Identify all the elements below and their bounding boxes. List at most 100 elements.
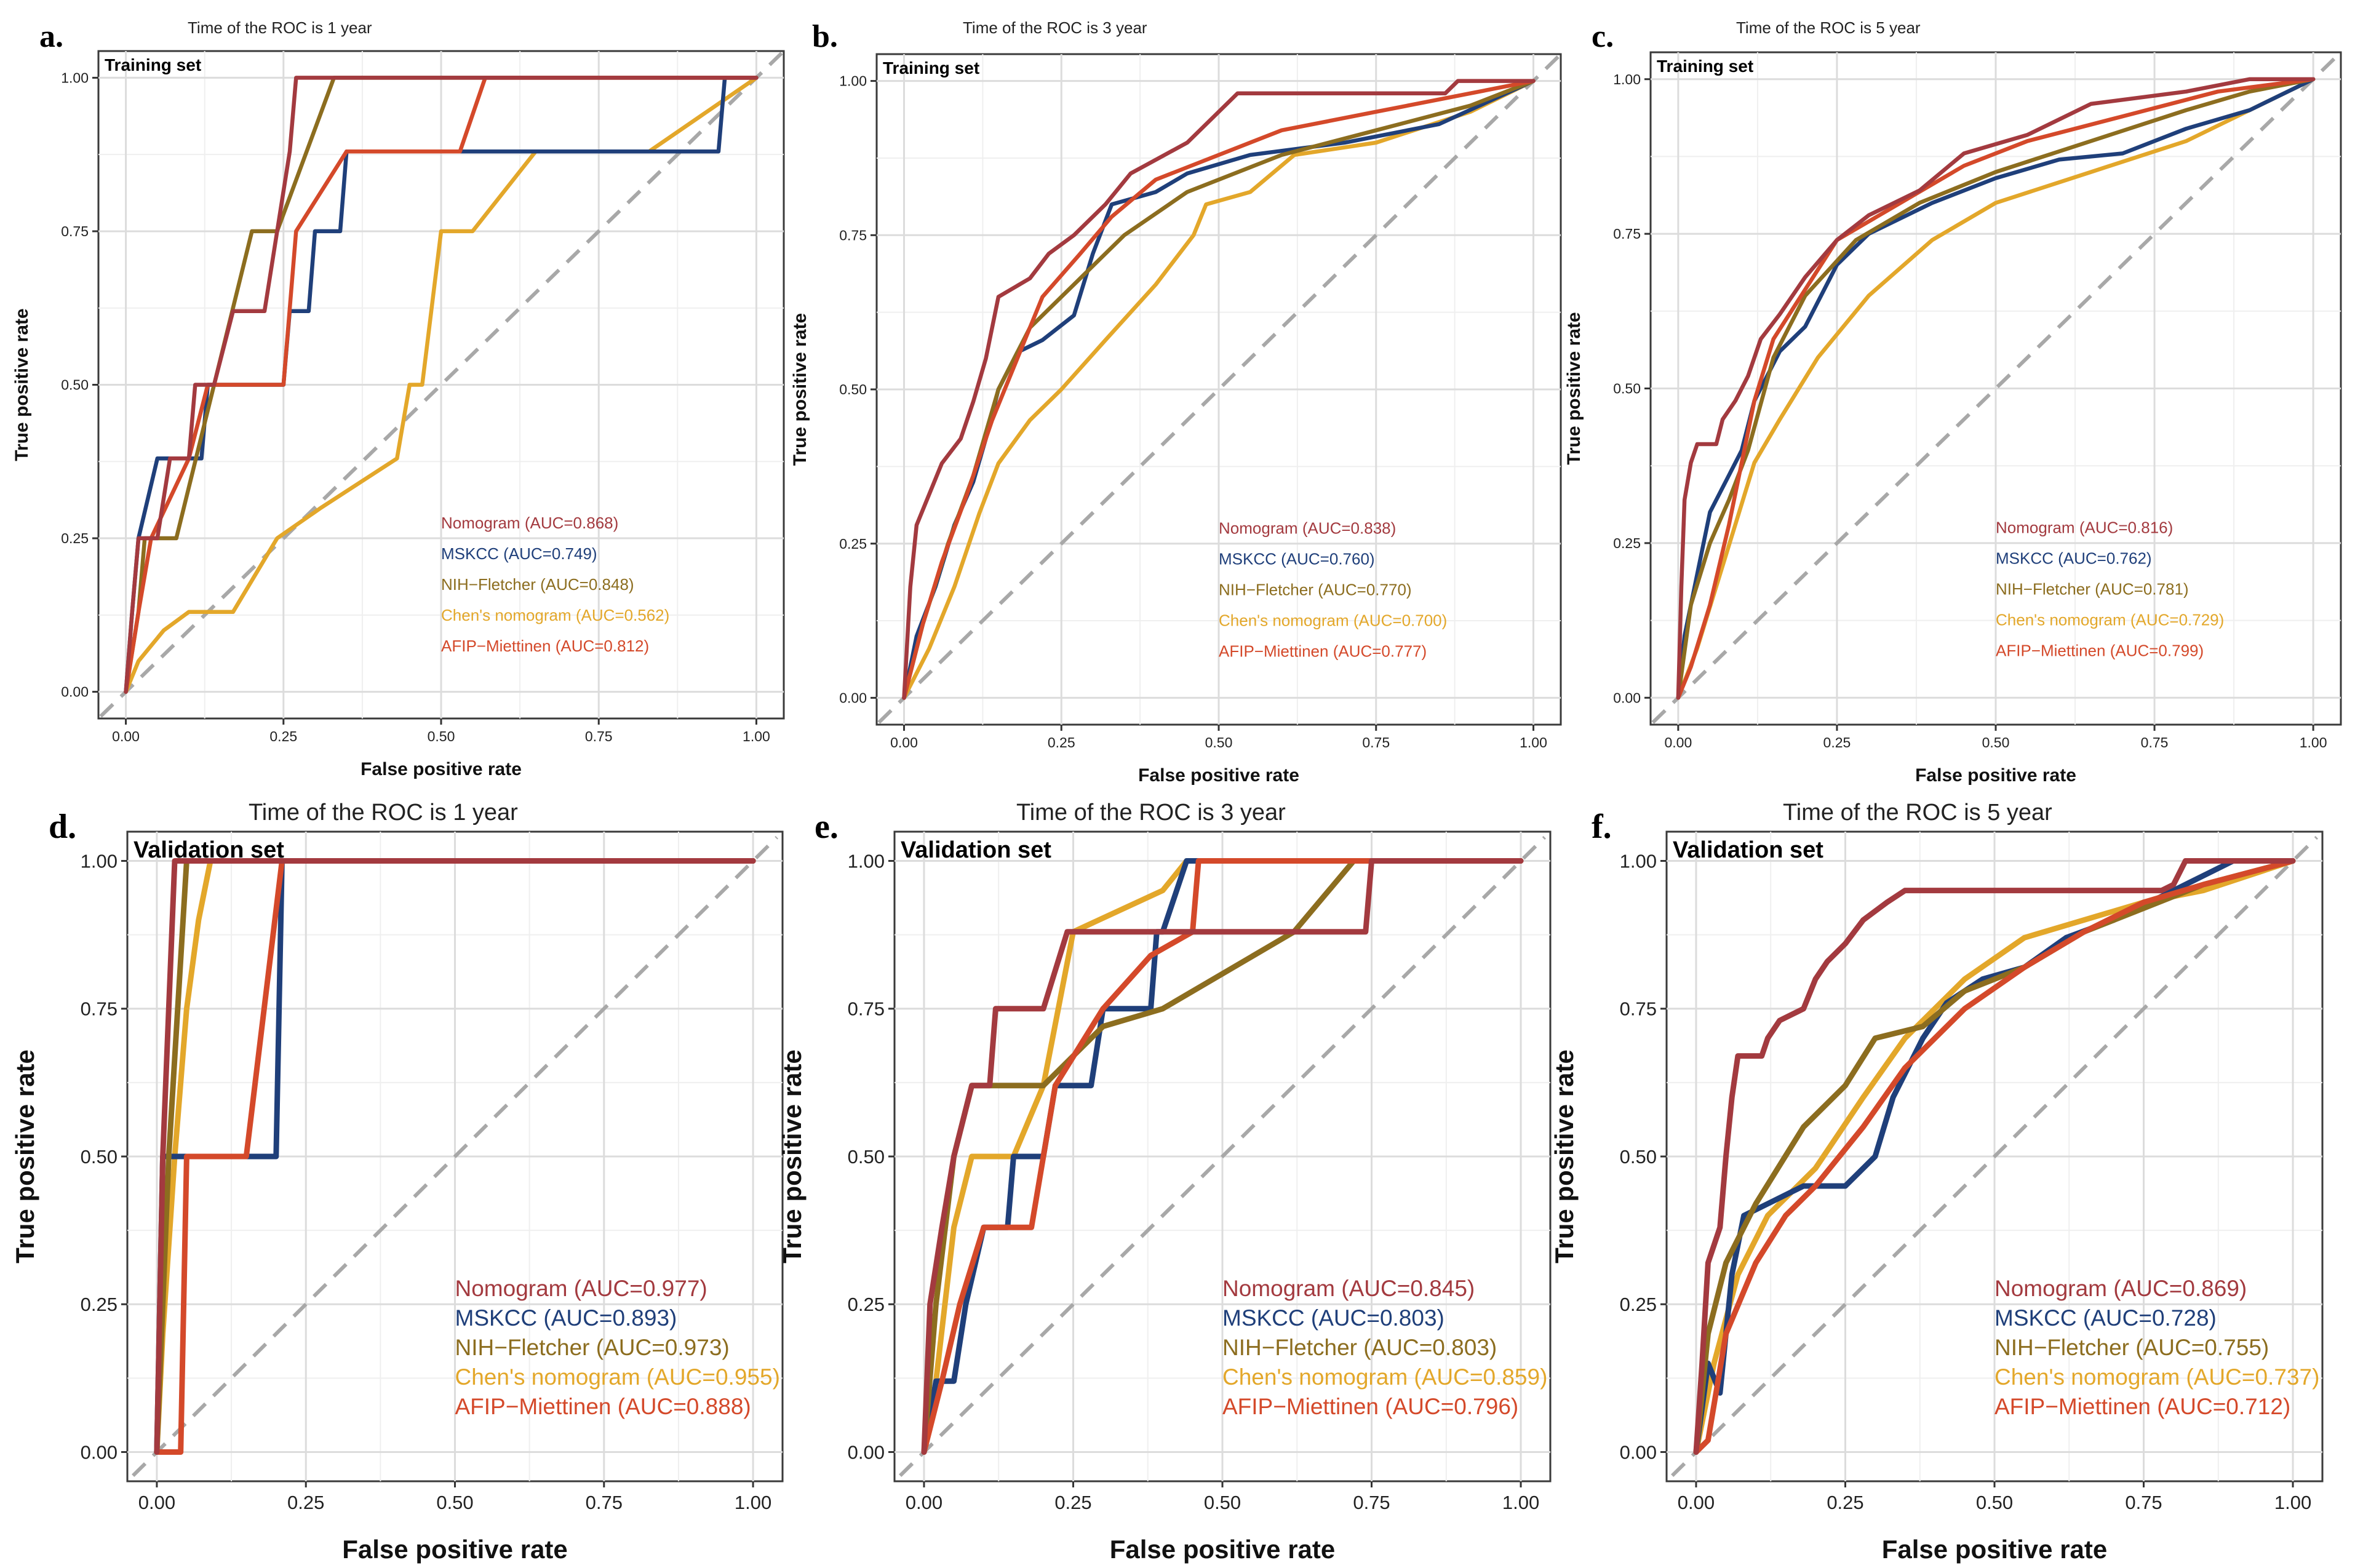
y-tick-label: 0.00 [1620, 1441, 1657, 1463]
set-label: Training set [105, 55, 201, 74]
reference-diagonal [1671, 835, 2318, 1478]
x-tick-label: 1.00 [2300, 734, 2327, 750]
set-label: Validation set [1673, 837, 1823, 863]
x-tick-label: 1.00 [1520, 734, 1547, 750]
x-axis-title: False positive rate [1915, 765, 2076, 786]
roc-curve-nomogram [902, 79, 1536, 700]
y-tick-label: 0.25 [81, 1294, 118, 1315]
x-tick-label: 1.00 [743, 728, 770, 744]
legend: Nomogram (AUC=0.816) MSKCC (AUC=0.762) NIH… [1996, 518, 2224, 659]
legend-entry-nih-fletcher: NIH−Fletcher (AUC=0.848) [441, 575, 634, 594]
y-tick-label: 1.00 [1613, 71, 1641, 87]
roc-panel-b: b. Time of the ROC is 3 year 0.00 0.00 0.25 0… [790, 18, 1562, 786]
legend-entry-nih-fletcher: NIH−Fletcher (AUC=0.973) [455, 1335, 730, 1360]
roc-curve-nomogram [1693, 858, 2296, 1455]
roc-curve-chens-nomogram [124, 76, 759, 694]
x-tick-label: 0.25 [1048, 734, 1075, 750]
roc-curves [124, 76, 759, 694]
x-tick-label: 0.75 [2125, 1492, 2162, 1513]
set-label: Training set [1657, 57, 1753, 76]
y-axis-title: True positive rate [778, 1049, 807, 1264]
y-tick-label: 0.75 [81, 998, 118, 1020]
x-tick-label: 0.25 [1823, 734, 1851, 750]
x-tick-label: 0.75 [586, 1492, 623, 1513]
set-label: Validation set [133, 837, 284, 863]
legend-entry-nih-fletcher: NIH−Fletcher (AUC=0.755) [1994, 1335, 2269, 1360]
y-axis-title: True positive rate [12, 308, 32, 461]
x-axis-title: False positive rate [342, 1535, 568, 1564]
panel-title: Time of the ROC is 3 year [963, 18, 1147, 37]
x-tick-label: 0.50 [1982, 734, 2010, 750]
x-tick-label: 0.00 [112, 728, 140, 744]
roc-panel-f: f. Time of the ROC is 5 year 0.00 0.00 0.25 0… [1550, 800, 2324, 1564]
y-axis-title: True positive rate [790, 313, 810, 466]
y-tick-label: 1.00 [839, 73, 867, 89]
legend-entry-chens-nomogram: Chen's nomogram (AUC=0.859) [1222, 1364, 1547, 1390]
y-axis-title: True positive rate [1564, 312, 1584, 464]
y-tick-label: 0.75 [1620, 998, 1657, 1020]
panel-title: Time of the ROC is 1 year [249, 800, 518, 826]
x-tick-label: 0.75 [2141, 734, 2169, 750]
panel-letter: f. [1592, 808, 1612, 846]
legend: Nomogram (AUC=0.838) MSKCC (AUC=0.760) NIH… [1219, 519, 1447, 660]
y-tick-label: 1.00 [81, 850, 118, 872]
x-tick-label: 0.50 [436, 1492, 473, 1513]
grid [877, 54, 1561, 725]
x-tick-label: 1.00 [2274, 1492, 2311, 1513]
x-tick-label: 0.50 [428, 728, 455, 744]
legend-entry-mskcc: MSKCC (AUC=0.762) [1996, 549, 2152, 567]
x-tick-label: 0.00 [1678, 1492, 1715, 1513]
y-tick-label: 0.00 [839, 690, 867, 706]
y-tick-label: 0.75 [839, 227, 867, 243]
y-tick-label: 0.25 [839, 536, 867, 552]
x-tick-label: 0.00 [138, 1492, 175, 1513]
reference-diagonal [877, 55, 1560, 724]
roc-curves [921, 858, 1524, 1455]
roc-curve-mskcc [1676, 77, 2316, 700]
roc-curves [1676, 77, 2316, 700]
reference-diagonal [99, 52, 783, 718]
y-tick-label: 0.50 [1613, 381, 1641, 397]
reference-diagonal [899, 835, 1546, 1478]
x-tick-label: 0.25 [287, 1492, 324, 1513]
roc-curve-nomogram [921, 858, 1524, 1455]
x-tick-label: 0.25 [1827, 1492, 1863, 1513]
panel-letter: b. [812, 19, 838, 54]
legend: Nomogram (AUC=0.845) MSKCC (AUC=0.803) NIH… [1222, 1276, 1547, 1419]
legend-entry-mskcc: MSKCC (AUC=0.803) [1222, 1305, 1444, 1331]
x-axis-title: False positive rate [1882, 1535, 2108, 1564]
y-tick-label: 0.75 [61, 223, 89, 239]
y-tick-label: 1.00 [61, 70, 89, 86]
legend-entry-nih-fletcher: NIH−Fletcher (AUC=0.803) [1222, 1335, 1497, 1360]
y-tick-label: 0.25 [1620, 1294, 1657, 1315]
legend-entry-afip-miettinen: AFIP−Miettinen (AUC=0.799) [1996, 641, 2204, 659]
roc-curve-nomogram [1676, 77, 2316, 700]
x-tick-label: 1.00 [1502, 1492, 1539, 1513]
legend-entry-nomogram: Nomogram (AUC=0.845) [1222, 1276, 1475, 1301]
legend-entry-afip-miettinen: AFIP−Miettinen (AUC=0.712) [1994, 1394, 2290, 1419]
roc-panel-c: c. Time of the ROC is 5 year 0.00 0.00 0.25 0… [1564, 18, 2342, 786]
x-tick-label: 0.25 [269, 728, 297, 744]
y-tick-label: 0.25 [61, 530, 89, 546]
roc-curve-nomogram [124, 76, 759, 694]
legend-entry-nomogram: Nomogram (AUC=0.838) [1219, 519, 1396, 537]
legend-entry-mskcc: MSKCC (AUC=0.728) [1994, 1305, 2217, 1331]
y-tick-label: 0.50 [1620, 1146, 1657, 1168]
x-tick-label: 0.75 [1353, 1492, 1390, 1513]
roc-curves [902, 79, 1536, 700]
panel-letter: a. [39, 19, 63, 54]
roc-curve-nih-fletcher [1676, 77, 2316, 700]
y-tick-label: 0.75 [1613, 226, 1641, 242]
legend-entry-mskcc: MSKCC (AUC=0.760) [1219, 549, 1375, 568]
y-tick-label: 0.25 [848, 1294, 885, 1315]
reference-diagonal [1651, 53, 2340, 724]
y-tick-label: 0.00 [848, 1441, 885, 1463]
reference-diagonal [132, 835, 778, 1478]
roc-curve-afip-miettinen [902, 79, 1536, 700]
roc-curve-chens-nomogram [921, 858, 1524, 1455]
x-axis-title: False positive rate [1138, 765, 1299, 786]
x-tick-label: 0.00 [906, 1492, 942, 1513]
y-tick-label: 0.50 [61, 377, 89, 393]
legend-entry-nih-fletcher: NIH−Fletcher (AUC=0.781) [1996, 579, 2189, 598]
